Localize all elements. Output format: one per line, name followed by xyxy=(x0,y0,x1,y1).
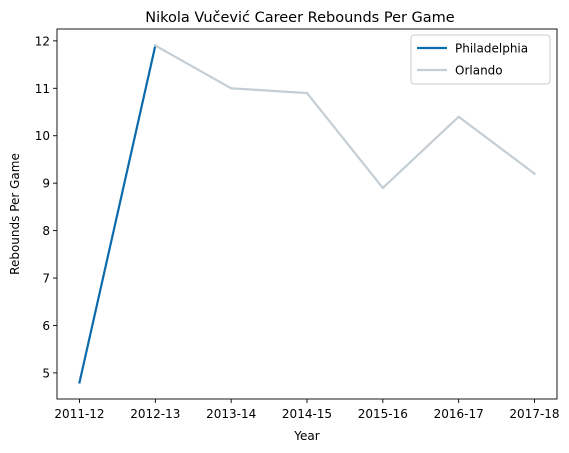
x-tick-label: 2014-15 xyxy=(282,407,332,421)
y-tick-label: 7 xyxy=(42,272,50,286)
data-point xyxy=(305,91,309,95)
y-axis-label: Rebounds Per Game xyxy=(8,153,22,275)
y-axis: 5 6 7 8 9 10 11 12 xyxy=(35,34,57,380)
data-point xyxy=(230,87,233,90)
data-point xyxy=(457,115,460,118)
x-tick-label: 2012-13 xyxy=(130,407,180,421)
x-axis: 2011-12 2012-13 2013-14 2014-15 2015-16 2016-… xyxy=(54,399,560,421)
y-tick-label: 5 xyxy=(42,366,50,380)
series-lines xyxy=(78,44,537,384)
y-tick-label: 8 xyxy=(42,224,50,238)
y-tick-label: 11 xyxy=(35,82,50,96)
x-tick-label: 2015-16 xyxy=(358,407,408,421)
legend: Philadelphia Orlando xyxy=(410,34,551,85)
data-point xyxy=(533,172,536,175)
x-tick-label: 2011-12 xyxy=(54,407,104,421)
legend-label-orlando: Orlando xyxy=(455,64,503,78)
x-tick-label: 2016-17 xyxy=(434,407,484,421)
x-tick-label: 2013-14 xyxy=(206,407,256,421)
data-point xyxy=(78,381,81,384)
y-tick-label: 12 xyxy=(35,34,50,48)
y-tick-label: 6 xyxy=(42,319,50,333)
data-point xyxy=(154,44,157,47)
series-line-orlando xyxy=(153,44,537,190)
legend-label-philadelphia: Philadelphia xyxy=(455,42,528,56)
y-tick-label: 9 xyxy=(42,177,50,191)
x-tick-label: 2017-18 xyxy=(509,407,559,421)
series-line-philadelphia xyxy=(78,44,157,384)
data-point xyxy=(381,186,384,190)
x-axis-label: Year xyxy=(293,429,319,443)
y-tick-label: 10 xyxy=(35,129,50,143)
chart-title: Nikola Vučević Career Rebounds Per Game xyxy=(145,10,455,26)
